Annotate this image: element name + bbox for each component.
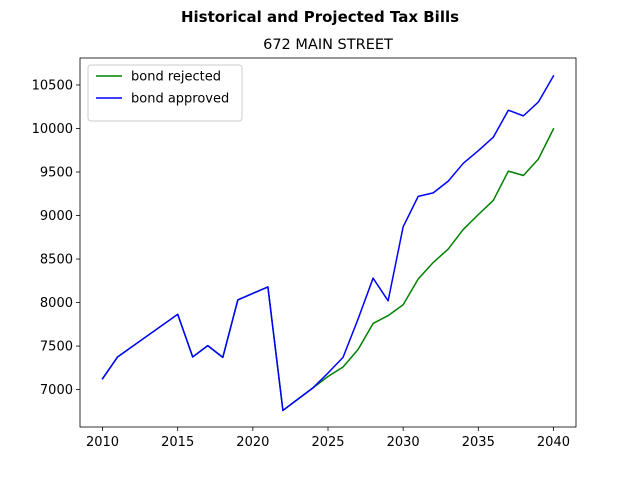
chart-suptitle: Historical and Projected Tax Bills [181,8,459,26]
chart-title: 672 MAIN STREET [263,37,393,53]
plot-lines [101,74,555,412]
x-tick-label: 2010 [86,435,119,450]
x-tick-label: 2040 [537,435,570,450]
x-tick-label: 2025 [311,435,344,450]
y-tick-label: 8000 [40,296,73,311]
legend-label: bond approved [131,92,229,107]
x-tick-label: 2020 [236,435,269,450]
y-tick-label: 10000 [32,122,73,137]
y-axis: 7000 7500 8000 8500 9000 9500 10000 10500 [32,78,80,398]
x-tick-label: 2030 [387,435,420,450]
legend-label: bond rejected [131,70,221,85]
axes-frame [79,57,577,428]
y-tick-label: 9000 [40,209,73,224]
x-tick-label: 2015 [161,435,194,450]
y-tick-label: 7500 [40,340,73,355]
series-line-1 [101,74,555,412]
y-tick-label: 9500 [40,166,73,181]
legend: bond rejected bond approved [87,64,243,122]
x-axis: 2010 2015 2020 2025 2030 2035 2040 [86,427,570,450]
series-line-0 [101,127,555,412]
legend-box [87,64,243,122]
y-tick-label: 7000 [40,383,73,398]
x-tick-label: 2035 [462,435,495,450]
y-tick-label: 8500 [40,253,73,268]
y-tick-label: 10500 [32,78,73,93]
